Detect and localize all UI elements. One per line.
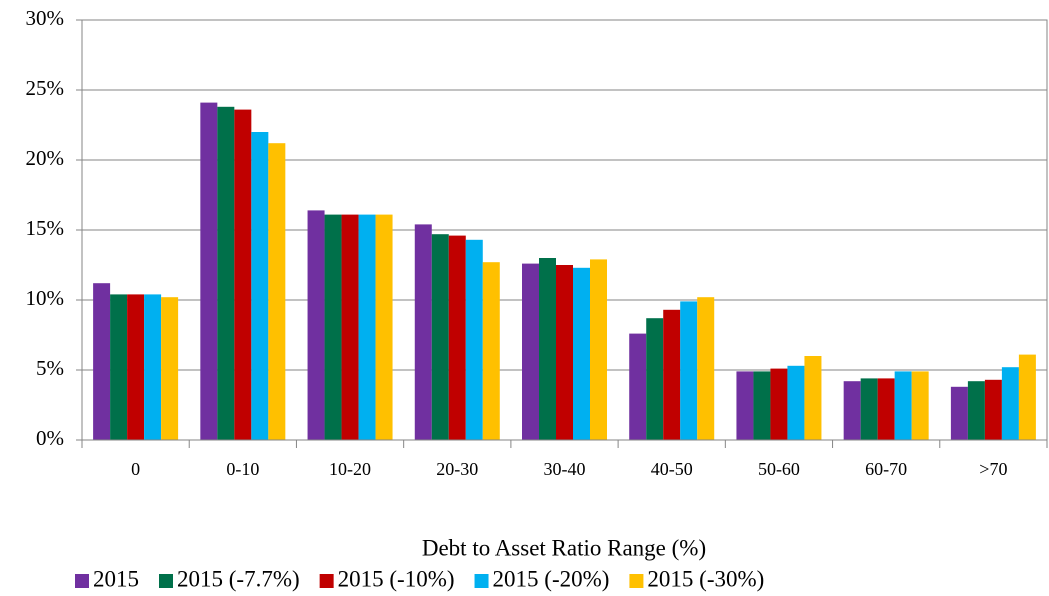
- bar: [307, 210, 325, 440]
- bar: [144, 294, 162, 440]
- bar: [161, 297, 179, 440]
- x-tick-label: 30-40: [544, 459, 586, 479]
- legend-swatch: [75, 574, 89, 588]
- bar: [251, 132, 269, 440]
- bar: [431, 234, 449, 440]
- bar: [697, 297, 715, 440]
- bar: [93, 283, 111, 440]
- bar: [646, 318, 664, 440]
- bar: [663, 309, 681, 440]
- x-tick-label: 60-70: [865, 459, 907, 479]
- bar: [522, 263, 539, 440]
- bar: [804, 356, 822, 440]
- bar: [358, 214, 376, 440]
- bar: [465, 239, 483, 440]
- bar: [324, 214, 342, 440]
- bar: [127, 294, 145, 440]
- x-tick-label: 0: [131, 459, 140, 479]
- legend-label: 2015 (-7.7%): [177, 566, 300, 591]
- bar: [482, 262, 500, 440]
- y-tick-label: 15%: [26, 216, 65, 240]
- legend-swatch: [319, 574, 334, 588]
- bar: [1001, 367, 1019, 440]
- legend-label: 2015 (-30%): [647, 566, 764, 591]
- y-tick-label: 10%: [26, 286, 65, 310]
- legend-swatch: [159, 574, 173, 588]
- bar: [539, 258, 556, 440]
- y-tick-label: 25%: [26, 76, 65, 100]
- bar: [753, 371, 771, 440]
- x-tick-label: 40-50: [651, 459, 693, 479]
- bar: [573, 267, 590, 440]
- bar: [680, 301, 698, 440]
- bar: [894, 371, 912, 440]
- bar: [234, 109, 252, 440]
- bar: [967, 381, 985, 440]
- bar: [590, 259, 607, 440]
- bar: [414, 224, 432, 440]
- y-tick-label: 0%: [36, 426, 64, 450]
- x-axis-title: Debt to Asset Ratio Range (%): [422, 535, 706, 560]
- bar: [860, 378, 878, 440]
- legend-swatch: [629, 574, 644, 588]
- bar: [375, 214, 393, 440]
- bar: [556, 265, 573, 440]
- bar: [736, 371, 754, 440]
- bar: [950, 386, 968, 440]
- legend-label: 2015 (-20%): [493, 566, 610, 591]
- y-tick-label: 20%: [26, 146, 65, 170]
- legend-label: 2015: [93, 566, 139, 591]
- bar: [984, 379, 1002, 440]
- x-tick-label: 50-60: [758, 459, 800, 479]
- bar: [843, 381, 861, 440]
- legend-swatch: [474, 574, 489, 588]
- bar: [877, 378, 895, 440]
- bar: [448, 235, 466, 440]
- x-tick-label: 10-20: [329, 459, 371, 479]
- legend-label: 2015 (-10%): [338, 566, 455, 591]
- bar: [911, 371, 929, 440]
- bar: [268, 143, 286, 440]
- x-tick-label: >70: [979, 459, 1007, 479]
- x-tick-label: 20-30: [436, 459, 478, 479]
- bar: [341, 214, 359, 440]
- x-tick-label: 0-10: [226, 459, 259, 479]
- bar: [200, 102, 218, 440]
- bar: [110, 294, 128, 440]
- bar: [787, 365, 805, 440]
- y-tick-label: 5%: [36, 356, 64, 380]
- bar: [770, 368, 788, 440]
- bar: [217, 106, 235, 441]
- bar: [1018, 354, 1036, 440]
- y-tick-label: 30%: [26, 6, 65, 30]
- bar: [629, 333, 647, 440]
